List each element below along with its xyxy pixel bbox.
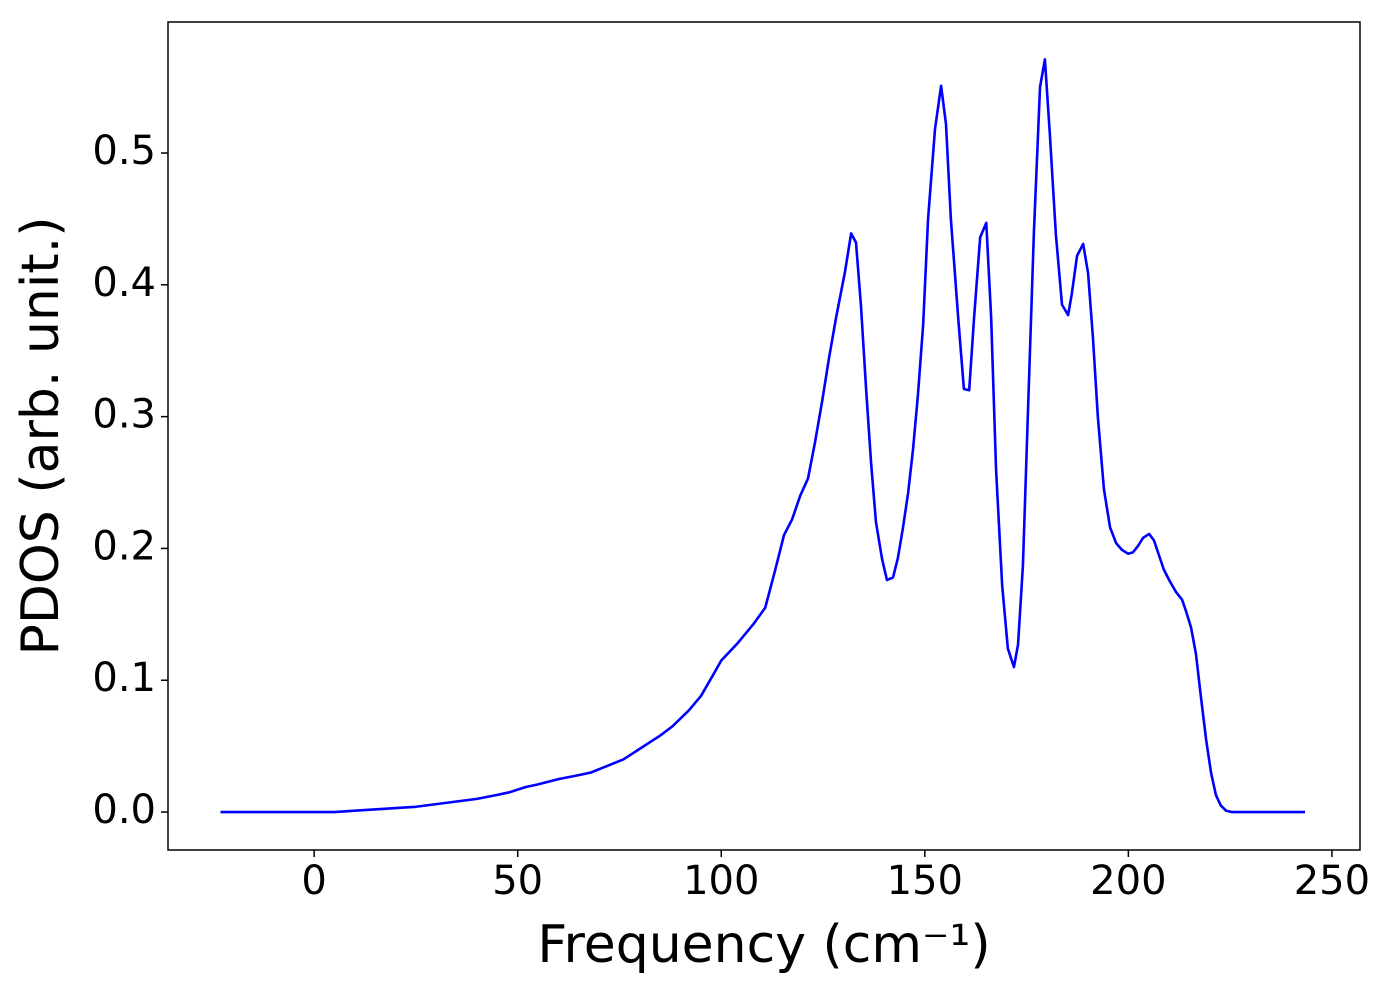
y-tick-label: 0.4	[92, 260, 156, 306]
y-tick-label: 0.3	[92, 392, 156, 438]
y-tick-label: 0.5	[92, 128, 156, 174]
x-axis-label: Frequency (cm⁻¹)	[537, 915, 990, 975]
data-line	[220, 58, 1306, 814]
x-tick-label: 200	[1090, 858, 1166, 904]
plot-frame	[167, 21, 1361, 851]
x-tick-label: 0	[301, 858, 326, 904]
y-tick-label: 0.1	[92, 655, 156, 701]
x-tick-label: 150	[887, 858, 963, 904]
y-tick-label: 0.2	[92, 523, 156, 569]
x-tick-label: 250	[1294, 858, 1370, 904]
y-axis-label: PDOS (arb. unit.)	[11, 216, 71, 655]
y-tick-label: 0.0	[92, 787, 156, 833]
x-tick-label: 50	[492, 858, 543, 904]
x-tick-label: 100	[683, 858, 759, 904]
